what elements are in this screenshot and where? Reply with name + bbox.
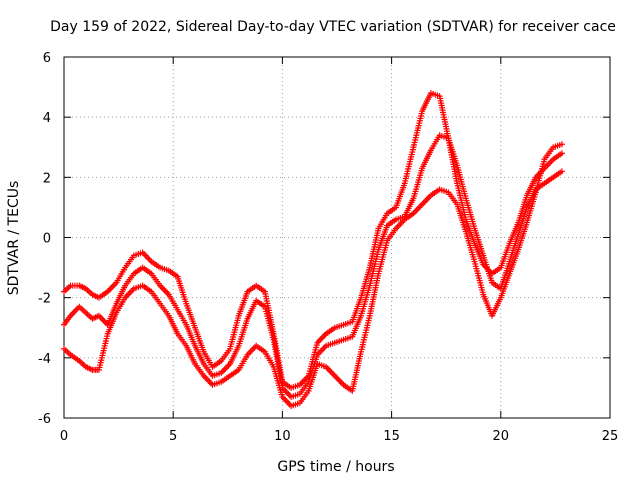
- series-track-1: [61, 90, 565, 391]
- grid: [64, 57, 610, 418]
- series-track-3: [61, 141, 565, 409]
- x-tick-label: 10: [274, 429, 291, 444]
- y-tick-label: -2: [38, 292, 51, 307]
- data-point: [558, 168, 565, 175]
- data-point: [558, 141, 565, 148]
- x-tick-label: 0: [60, 429, 68, 444]
- data-points: [61, 90, 565, 409]
- ticks: [63, 56, 611, 419]
- y-axis-label: SDTVAR / TECUs: [6, 181, 22, 296]
- x-tick-label: 15: [383, 429, 400, 444]
- x-axis-label: GPS time / hours: [277, 459, 394, 475]
- y-tick-label: 0: [43, 232, 51, 247]
- series-track-2: [61, 132, 565, 400]
- tick-labels: 0 5 10 15 20 25 -6 -4 -2 0 2 4 6: [38, 51, 618, 444]
- x-tick-label: 20: [493, 429, 510, 444]
- data-point: [558, 150, 565, 157]
- y-tick-label: 2: [43, 171, 51, 186]
- y-tick-label: 6: [43, 51, 51, 66]
- chart-title: Day 159 of 2022, Sidereal Day-to-day VTE…: [50, 19, 616, 35]
- y-tick-label: 4: [43, 111, 51, 126]
- x-tick-label: 5: [169, 429, 177, 444]
- y-tick-label: -6: [38, 412, 51, 427]
- y-tick-label: -4: [38, 352, 51, 367]
- x-tick-label: 25: [602, 429, 619, 444]
